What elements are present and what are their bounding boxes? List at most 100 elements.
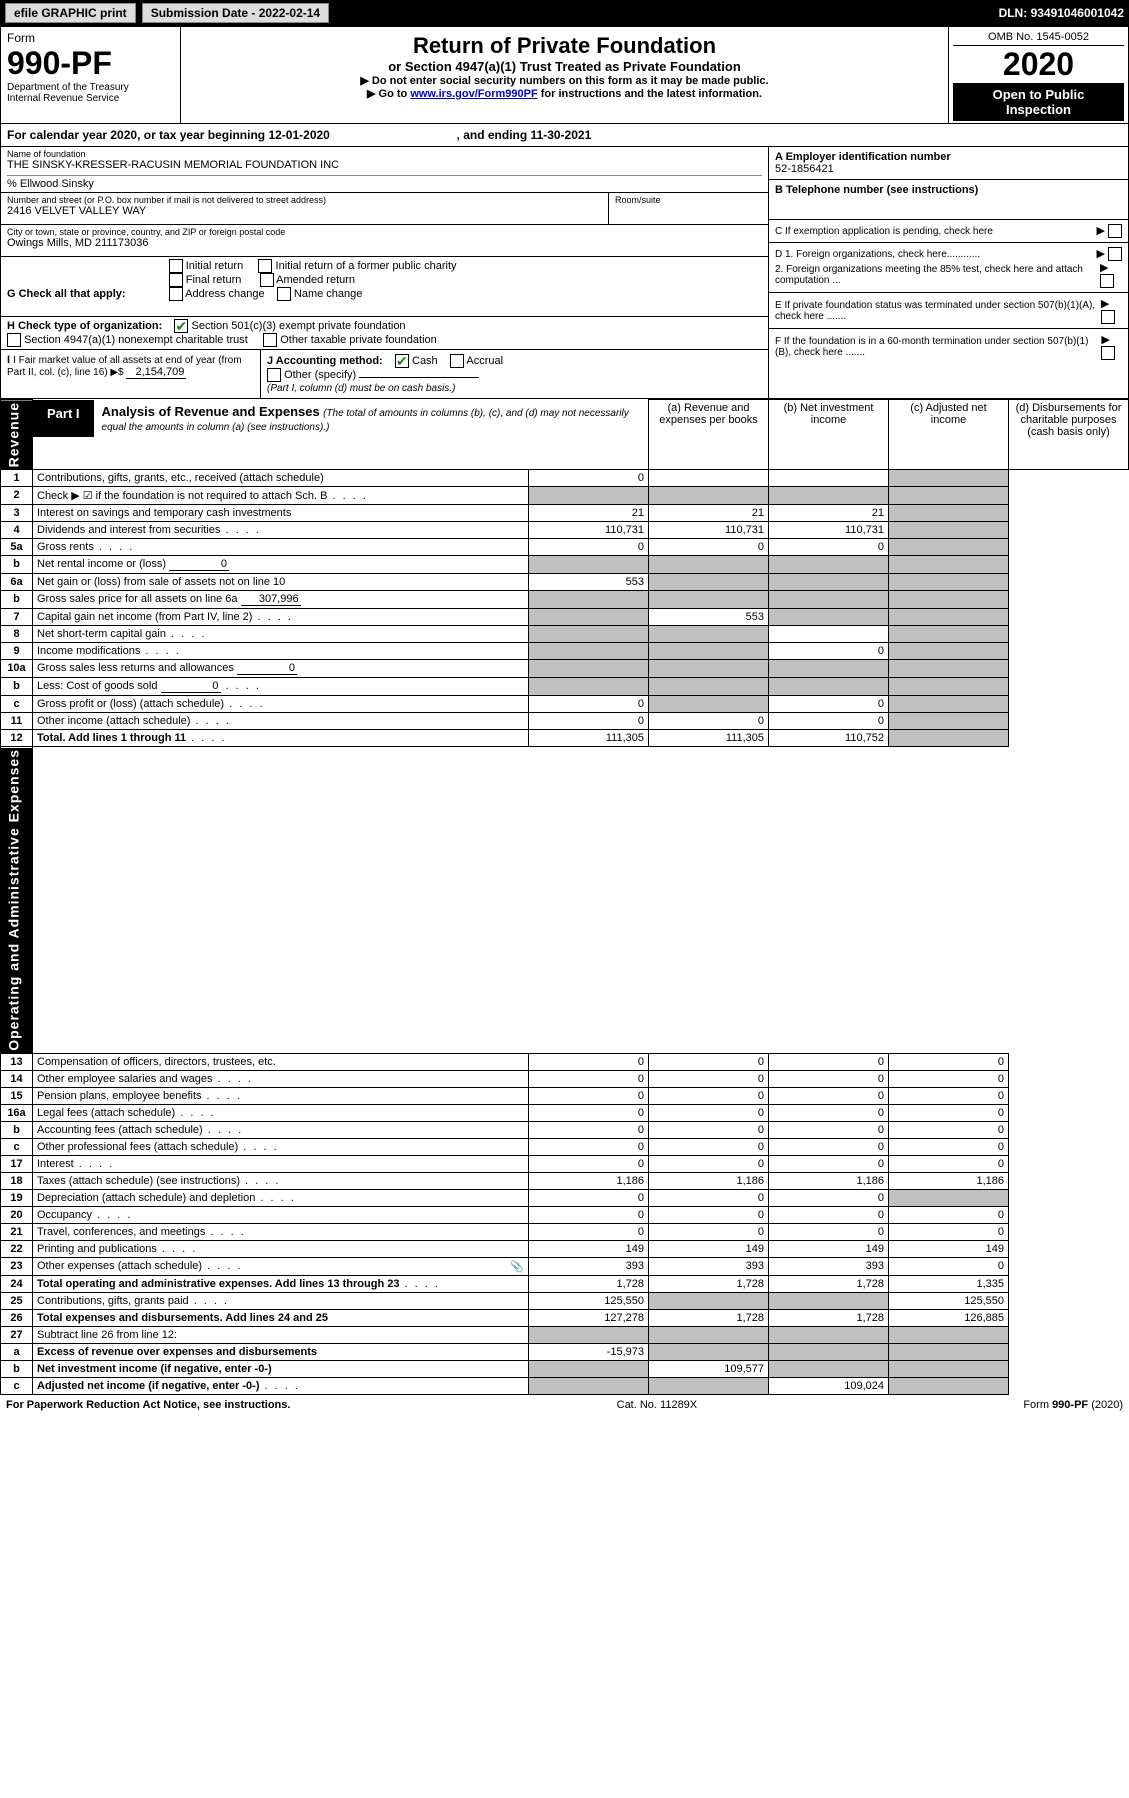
year-begin: 12-01-2020 (268, 128, 329, 142)
cb-foreign-85[interactable] (1100, 274, 1114, 288)
c-label: C If exemption application is pending, c… (775, 226, 993, 237)
line-description: Total operating and administrative expen… (33, 1276, 529, 1293)
submission-date-badge: Submission Date - 2022-02-14 (142, 3, 329, 23)
col-a-header: (a) Revenue and expenses per books (649, 400, 769, 470)
line-description: Travel, conferences, and meetings (33, 1224, 529, 1241)
cb-initial-former[interactable] (258, 259, 272, 273)
line-number: 14 (1, 1071, 33, 1088)
line-description: Pension plans, employee benefits (33, 1088, 529, 1105)
cell-c (769, 1327, 889, 1344)
cb-501c3[interactable] (174, 319, 188, 333)
line-description: Depreciation (attach schedule) and deple… (33, 1190, 529, 1207)
cell-a: 125,550 (529, 1293, 649, 1310)
cell-c: 0 (769, 1122, 889, 1139)
cell-c: 110,731 (769, 522, 889, 539)
line-number: 3 (1, 505, 33, 522)
line-number: 7 (1, 609, 33, 626)
cell-c (769, 626, 889, 643)
cell-d: 0 (889, 1207, 1009, 1224)
cb-accrual[interactable] (450, 354, 464, 368)
cb-exemption-pending[interactable] (1108, 224, 1122, 238)
cell-b: 0 (649, 1054, 769, 1071)
cell-d (889, 643, 1009, 660)
cell-a (529, 660, 649, 678)
cell-c: 0 (769, 1054, 889, 1071)
cb-initial-return[interactable] (169, 259, 183, 273)
cell-c (769, 1344, 889, 1361)
cb-cash[interactable] (395, 354, 409, 368)
cell-b: 0 (649, 1122, 769, 1139)
entity-info: Name of foundation THE SINSKY-KRESSER-RA… (0, 147, 1129, 399)
form-subtitle: or Section 4947(a)(1) Trust Treated as P… (187, 59, 942, 74)
line-description: Dividends and interest from securities (33, 522, 529, 539)
cb-amended-return[interactable] (260, 273, 274, 287)
line-number: b (1, 591, 33, 609)
cell-d: 0 (889, 1224, 1009, 1241)
col-b-header: (b) Net investment income (769, 400, 889, 470)
line-description: Printing and publications (33, 1241, 529, 1258)
cb-other-taxable[interactable] (263, 333, 277, 347)
dept-irs: Internal Revenue Service (7, 93, 174, 104)
cb-address-change[interactable] (169, 287, 183, 301)
cell-a: 0 (529, 1156, 649, 1173)
cb-foreign-org[interactable] (1108, 247, 1122, 261)
cell-c: 0 (769, 1071, 889, 1088)
cell-c: 0 (769, 713, 889, 730)
open-public-badge: Open to Public Inspection (953, 83, 1124, 121)
calendar-year-row: For calendar year 2020, or tax year begi… (0, 124, 1129, 147)
cell-a: 0 (529, 696, 649, 713)
cell-a (529, 643, 649, 660)
d2-label: 2. Foreign organizations meeting the 85%… (775, 264, 1100, 286)
line-description: Capital gain net income (from Part IV, l… (33, 609, 529, 626)
cell-d: 0 (889, 1071, 1009, 1088)
cb-name-change[interactable] (277, 287, 291, 301)
line-number: 2 (1, 487, 33, 505)
line-number: 8 (1, 626, 33, 643)
irs-link[interactable]: www.irs.gov/Form990PF (410, 88, 537, 100)
cell-c (769, 470, 889, 487)
cell-b (649, 470, 769, 487)
line-description: Total. Add lines 1 through 11 (33, 730, 529, 747)
line-description: Interest (33, 1156, 529, 1173)
line-number: 18 (1, 1173, 33, 1190)
cell-a (529, 1361, 649, 1378)
cell-c: 0 (769, 1105, 889, 1122)
footer-right: Form 990-PF (2020) (1023, 1399, 1123, 1411)
line-description: Net gain or (loss) from sale of assets n… (33, 574, 529, 591)
cell-c (769, 678, 889, 696)
cb-final-return[interactable] (169, 273, 183, 287)
cb-60-month[interactable] (1101, 346, 1115, 360)
tax-year: 2020 (953, 46, 1124, 83)
cell-d (889, 556, 1009, 574)
cell-c: 109,024 (769, 1378, 889, 1395)
line-number: b (1, 1122, 33, 1139)
cb-other-method[interactable] (267, 368, 281, 382)
dln: DLN: 93491046001042 (999, 6, 1124, 20)
cell-c (769, 591, 889, 609)
e-label: E If private foundation status was termi… (775, 300, 1101, 322)
cell-a (529, 678, 649, 696)
part1-title: Analysis of Revenue and Expenses (102, 404, 320, 419)
cell-d (889, 1327, 1009, 1344)
side-expenses: Operating and Administrative Expenses (1, 747, 33, 1054)
cell-c: 0 (769, 539, 889, 556)
cell-d (889, 591, 1009, 609)
cell-d: 0 (889, 1054, 1009, 1071)
cb-4947a1[interactable] (7, 333, 21, 347)
cell-d (889, 1361, 1009, 1378)
line-description: Less: Cost of goods sold 0 (33, 678, 529, 696)
cell-b: 0 (649, 1156, 769, 1173)
cell-c (769, 1361, 889, 1378)
cb-status-terminated[interactable] (1101, 310, 1115, 324)
line-number: 26 (1, 1310, 33, 1327)
foundation-name: THE SINSKY-KRESSER-RACUSIN MEMORIAL FOUN… (7, 159, 762, 171)
efile-print-button[interactable]: efile GRAPHIC print (5, 3, 136, 23)
line-number: c (1, 696, 33, 713)
cell-a: 111,305 (529, 730, 649, 747)
part1-table: Revenue Part I Analysis of Revenue and E… (0, 399, 1129, 1395)
line-description: Other income (attach schedule) (33, 713, 529, 730)
line-description: Total expenses and disbursements. Add li… (33, 1310, 529, 1327)
line-number: b (1, 678, 33, 696)
line-number: 10a (1, 660, 33, 678)
form-number: 990-PF (7, 45, 174, 82)
